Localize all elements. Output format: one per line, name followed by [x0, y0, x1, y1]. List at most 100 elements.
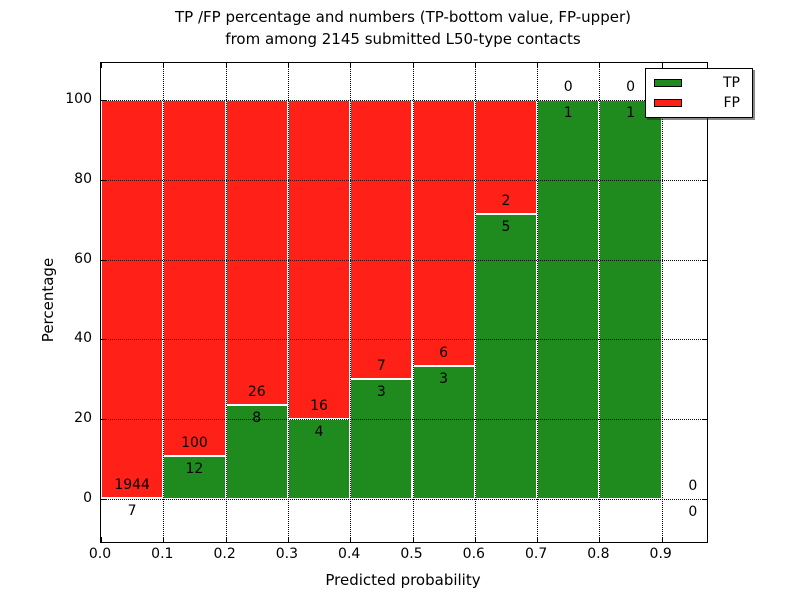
h-gridline [101, 499, 707, 500]
v-gridline [287, 63, 289, 542]
tp-count-label: 1 [626, 105, 636, 121]
fp-bar-segment [474, 100, 538, 214]
x-tick-label: 0.7 [524, 546, 548, 562]
fp-count-label: 2 [501, 193, 511, 209]
y-tick-right [702, 259, 707, 261]
chart-title-line1: TP /FP percentage and numbers (TP-bottom… [175, 8, 631, 26]
tp-legend-swatch-icon [654, 79, 682, 87]
x-tick-bottom [412, 537, 414, 542]
x-tick-bottom [163, 537, 165, 542]
tp-count-label: 8 [252, 410, 262, 427]
v-gridline [537, 63, 539, 542]
fp-count-label: 6 [439, 345, 449, 361]
legend-label-fp: FP [723, 95, 741, 111]
x-tick-top [225, 63, 227, 68]
x-tick-top [287, 63, 289, 68]
v-gridline [225, 63, 227, 542]
tp-count-label: 0 [688, 504, 698, 520]
x-tick-bottom [225, 537, 227, 542]
fp-count-label: 7 [376, 358, 386, 375]
v-gridline [661, 63, 663, 542]
y-tick-right [702, 339, 707, 341]
x-tick-label: 0.8 [587, 546, 610, 562]
x-tick-top [412, 63, 414, 68]
x-tick-top [350, 63, 352, 68]
v-gridline [350, 63, 352, 542]
tp-count-label: 7 [127, 502, 137, 519]
fp-bar-segment [225, 100, 288, 406]
x-tick-label: 0.2 [213, 546, 236, 562]
y-tick-label: 80 [74, 170, 92, 187]
x-tick-top [101, 63, 102, 68]
h-gridline [101, 179, 707, 181]
y-tick-left [101, 100, 106, 101]
tp-bar-segment [412, 366, 475, 499]
x-tick-bottom [101, 537, 102, 542]
y-tick-label: 20 [74, 410, 92, 427]
h-gridline [101, 419, 707, 421]
legend-label-tp: TP [723, 75, 740, 91]
fp-bar-segment [412, 100, 475, 366]
chart-title-line2: from among 2145 submitted L50-type conta… [225, 30, 581, 48]
x-axis-label: Predicted probability [325, 571, 481, 589]
y-tick-left [101, 339, 106, 341]
y-tick-right [702, 179, 707, 181]
tp-count-label: 12 [185, 461, 204, 478]
tp-count-label: 5 [501, 219, 511, 235]
h-gridline [101, 259, 707, 261]
y-tick-label: 100 [65, 91, 92, 107]
fp-count-label: 16 [310, 398, 328, 415]
v-gridline [474, 63, 476, 542]
x-tick-bottom [661, 537, 663, 542]
fp-count-label: 26 [247, 384, 266, 401]
y-tick-label: 40 [74, 330, 92, 347]
x-tick-label: 0.6 [462, 546, 485, 562]
x-tick-label: 0.9 [649, 546, 672, 562]
fp-count-label: 0 [626, 79, 636, 95]
x-tick-bottom [537, 537, 539, 542]
y-tick-label: 0 [83, 490, 92, 506]
fp-count-label: 100 [181, 435, 208, 452]
x-tick-label: 0.1 [151, 546, 174, 562]
y-tick-left [101, 499, 106, 500]
fp-bar-segment [101, 100, 164, 498]
tp-bar-segment [537, 100, 600, 499]
x-tick-label: 0.5 [400, 546, 423, 562]
tp-count-label: 3 [376, 384, 386, 401]
x-tick-label: 0.0 [88, 546, 112, 562]
tp-bar-segment [599, 100, 662, 499]
legend: TP FP [645, 68, 753, 118]
y-tick-left [101, 419, 106, 421]
v-gridline [599, 63, 601, 542]
h-gridline [101, 100, 707, 101]
legend-row-tp: TP [646, 75, 752, 91]
x-tick-top [474, 63, 476, 68]
x-tick-label: 0.4 [338, 546, 361, 562]
v-gridline [163, 63, 165, 542]
y-tick-label: 60 [74, 250, 92, 267]
y-tick-left [101, 259, 106, 261]
h-gridline [101, 339, 707, 341]
tp-count-label: 3 [439, 371, 449, 387]
fp-bar-segment [350, 100, 413, 380]
plot-area: 1944 7 100 12 26 8 16 4 7 3 6 3 2 5 0 1 0 1 0 0 [100, 62, 708, 543]
y-tick-right [702, 499, 707, 500]
fp-legend-swatch-icon [654, 99, 682, 107]
v-gridline [412, 63, 414, 542]
tp-bar-segment [163, 456, 226, 499]
fp-count-label: 0 [563, 79, 573, 95]
y-tick-right [702, 419, 707, 421]
x-tick-bottom [350, 537, 352, 542]
x-tick-bottom [599, 537, 601, 542]
y-tick-left [101, 179, 106, 181]
fp-count-label: 1944 [114, 476, 150, 493]
x-tick-top [163, 63, 165, 68]
fp-bar-segment [163, 100, 226, 457]
x-tick-top [661, 63, 663, 68]
fp-count-label: 0 [688, 478, 698, 494]
tp-bar-segment [474, 214, 538, 499]
x-tick-bottom [287, 537, 289, 542]
x-tick-label: 0.3 [275, 546, 299, 562]
tp-count-label: 1 [563, 105, 573, 121]
